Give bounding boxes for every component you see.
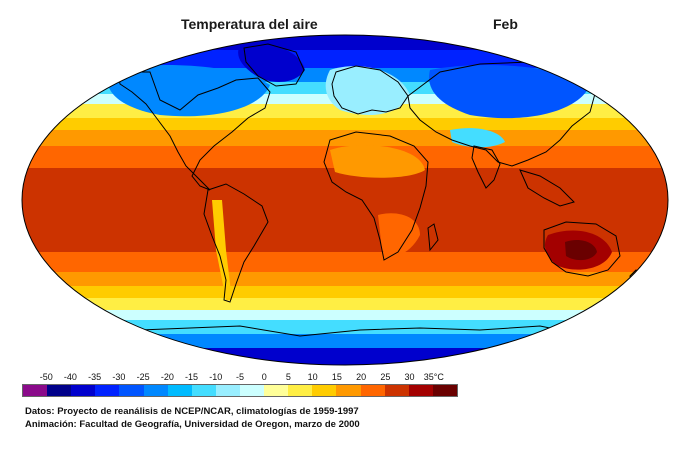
africa-desert-region <box>330 145 425 178</box>
band-south-cold <box>22 320 668 334</box>
colorbar-swatch <box>23 385 48 396</box>
australia-outline <box>543 221 621 277</box>
colorbar-swatch <box>167 385 192 396</box>
colorbar-swatch <box>384 385 409 396</box>
colorbar-swatch <box>432 385 457 396</box>
colorbar-swatch <box>408 385 433 396</box>
band-arctic <box>22 50 668 68</box>
colorbar-swatch <box>360 385 385 396</box>
animation-credit: Animación: Facultad de Geografía, Univer… <box>25 419 360 430</box>
colorbar-tick-label: 25 <box>380 372 391 382</box>
india-outline <box>471 145 501 189</box>
band-temperate <box>22 118 668 130</box>
colorbar-tick-label: -25 <box>136 372 150 382</box>
colorbar-swatch <box>119 385 144 396</box>
colorbar-tick-label: -10 <box>209 372 223 382</box>
greenland-outline <box>243 43 305 87</box>
band-warm <box>22 130 668 146</box>
colorbar-tick-label: -5 <box>235 372 245 382</box>
colorbar-swatch <box>95 385 120 396</box>
southeast-asia-outline <box>519 169 575 207</box>
europe-mild-region <box>325 66 410 115</box>
colorbar-swatch <box>47 385 72 396</box>
colorbar-tick-label: -40 <box>63 372 77 382</box>
band-south-temperate <box>22 286 668 298</box>
colorbar-tick-label: -15 <box>185 372 199 382</box>
colorbar-tick-label: 35°C <box>423 372 444 382</box>
south-america-outline <box>203 183 269 303</box>
madagascar-outline <box>427 223 439 252</box>
band-south-cool <box>22 310 668 320</box>
australia-core-region <box>565 240 597 261</box>
band-antarctic <box>22 334 668 348</box>
colorbar-tick-label: 15 <box>331 372 342 382</box>
credits: Datos: Proyecto de reanálisis de NCEP/NC… <box>25 405 360 431</box>
data-source-credit: Datos: Proyecto de reanálisis de NCEP/NC… <box>25 406 359 417</box>
colorbar-tick-label: -20 <box>160 372 174 382</box>
himalaya-cool-region <box>450 128 505 148</box>
band-south-mild <box>22 298 668 310</box>
colorbar-swatch <box>191 385 216 396</box>
temperature-map <box>21 34 669 366</box>
band-south-warm <box>22 272 668 286</box>
band-arctic-deep <box>22 35 668 50</box>
band-south-subtropic <box>22 252 668 272</box>
map-title: Temperatura del aire <box>181 16 318 32</box>
colorbar-swatch <box>71 385 96 396</box>
north-america-cold-region <box>107 65 270 117</box>
africa-outline <box>323 131 429 261</box>
globe-outline <box>21 34 669 366</box>
siberia-cold-region <box>429 65 590 119</box>
colorbar-swatch <box>264 385 289 396</box>
colorbar-tick-label: 5 <box>285 372 291 382</box>
colorbar-swatch <box>312 385 337 396</box>
colorbar-ticks: -50 -40 -35 -30 -25 -20 -15 -10 -5 0 5 10 15 20 25 30 35… <box>22 372 458 384</box>
month-label: Feb <box>493 16 518 32</box>
colorbar-tick-label: 30 <box>404 372 415 382</box>
colorbar-tick-label: -30 <box>112 372 126 382</box>
colorbar-tick-label: 20 <box>356 372 367 382</box>
colorbar-swatch <box>288 385 313 396</box>
south-africa-warm-region <box>378 213 420 256</box>
colorbar-swatch <box>143 385 168 396</box>
europe-outline <box>331 65 409 115</box>
colorbar-tick-label: 10 <box>307 372 318 382</box>
colorbar-swatches <box>22 384 458 397</box>
colorbar-tick-label: -35 <box>88 372 102 382</box>
colorbar-tick-label: 0 <box>261 372 267 382</box>
colorbar-swatch <box>215 385 240 396</box>
andes-cool-region <box>212 200 232 300</box>
temperature-colorbar: -50 -40 -35 -30 -25 -20 -15 -10 -5 0 5 10 15 20 25 30 35… <box>22 372 458 397</box>
north-america-outline <box>117 71 271 191</box>
colorbar-swatch <box>239 385 265 396</box>
colorbar-tick-label: -50 <box>39 372 53 382</box>
colorbar-swatch <box>336 385 361 396</box>
